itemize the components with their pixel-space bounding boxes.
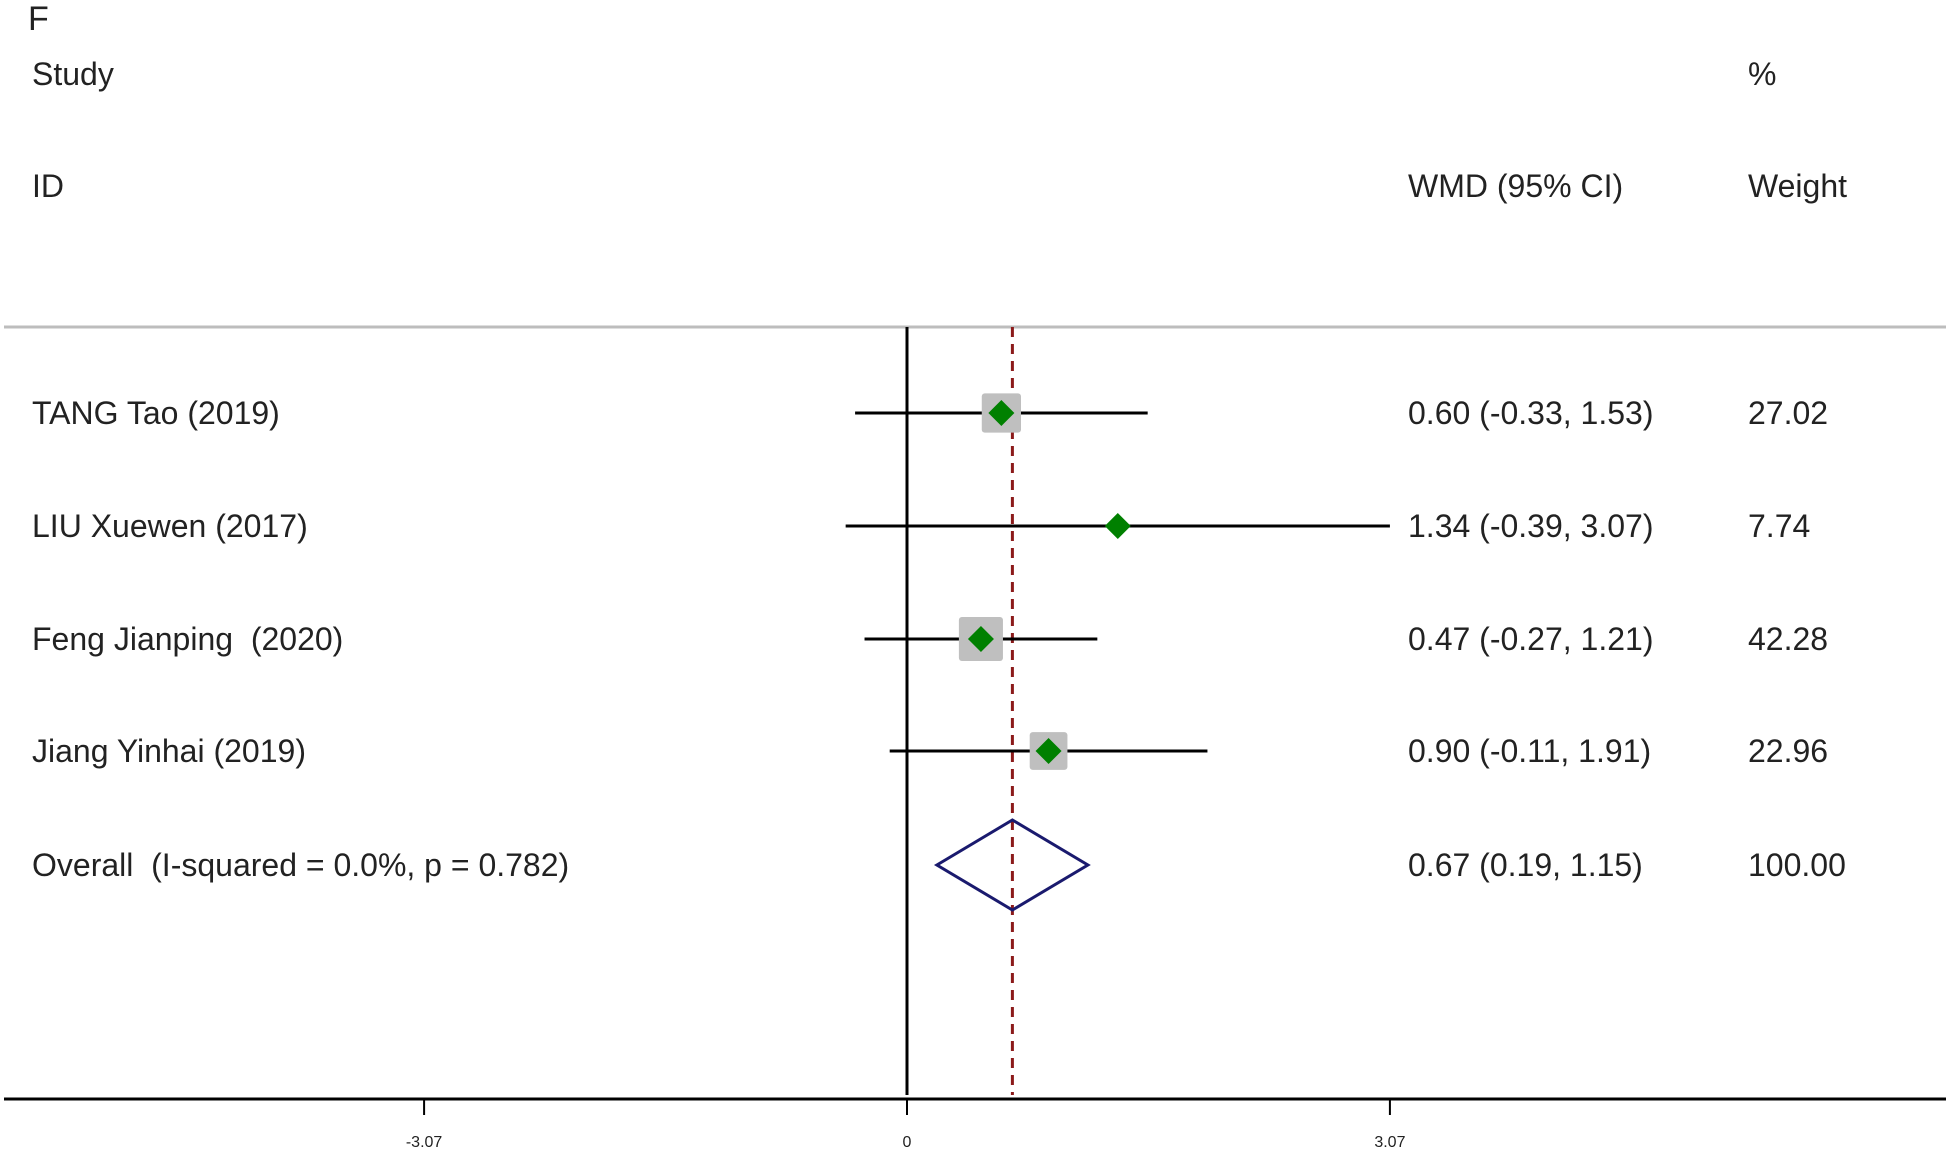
overall-diamond	[933, 818, 1091, 912]
id-header: ID	[32, 168, 64, 204]
x-tick-label: -3.07	[405, 1134, 443, 1151]
study-weight-text: 7.74	[1748, 508, 1811, 544]
x-tick-label: 3.07	[1374, 1134, 1406, 1151]
study-point-marker	[1035, 738, 1062, 764]
study-ci-text: 1.34 (-0.39, 3.07)	[1408, 508, 1654, 544]
percent-header: %	[1748, 56, 1777, 92]
study-header: Study	[32, 56, 114, 92]
study-point-marker	[988, 400, 1015, 426]
overall-label: Overall (I-squared = 0.0%, p = 0.782)	[32, 847, 570, 883]
study-ci-text: 0.90 (-0.11, 1.91)	[1408, 733, 1652, 769]
x-tick-label: 0	[902, 1134, 912, 1151]
panel-label: F	[28, 0, 49, 38]
weight-header: Weight	[1748, 168, 1848, 204]
effect-header: WMD (95% CI)	[1408, 168, 1624, 204]
study-label: Feng Jianping (2020)	[32, 621, 344, 657]
overall-weight-text: 100.00	[1748, 847, 1846, 883]
study-point-marker	[1104, 513, 1131, 539]
overall-ci-text: 0.67 (0.19, 1.15)	[1408, 847, 1643, 883]
study-label: TANG Tao (2019)	[32, 395, 280, 431]
study-label: LIU Xuewen (2017)	[32, 508, 308, 544]
study-label: Jiang Yinhai (2019)	[32, 733, 306, 769]
study-ci-text: 0.60 (-0.33, 1.53)	[1408, 395, 1654, 431]
study-point-marker	[967, 626, 994, 652]
study-weight-text: 42.28	[1748, 621, 1829, 657]
study-weight-text: 27.02	[1748, 395, 1829, 431]
study-weight-text: 22.96	[1748, 733, 1829, 769]
study-ci-text: 0.47 (-0.27, 1.21)	[1408, 621, 1654, 657]
